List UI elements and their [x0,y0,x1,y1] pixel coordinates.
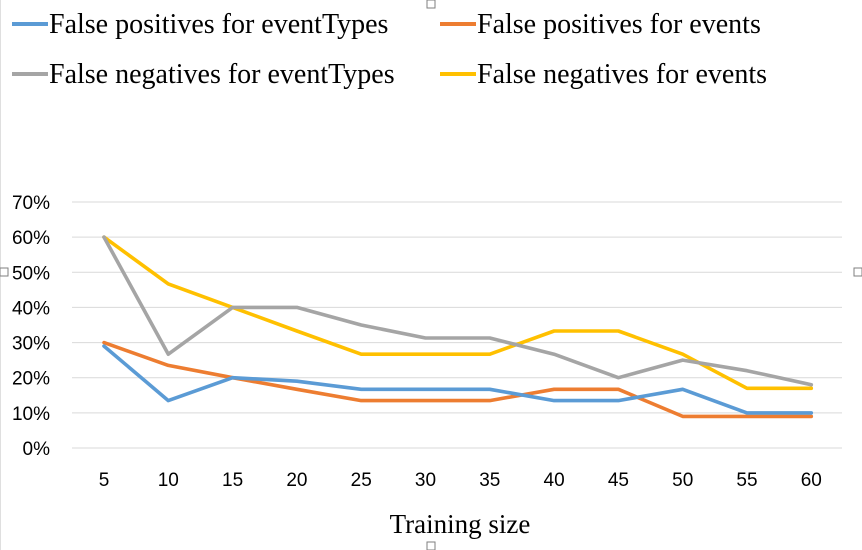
x-tick-label: 40 [544,470,565,491]
series-line [102,235,814,387]
x-tick-label: 5 [99,470,110,491]
y-tick-label: 30% [12,334,50,355]
legend-label: False positives for events [477,9,761,40]
x-tick-label: 25 [351,470,372,491]
y-tick-label: 10% [12,404,50,425]
resize-handle-icon[interactable] [853,267,862,277]
x-tick-label: 45 [608,470,629,491]
x-tick-label: 30 [415,470,436,491]
y-axis-ticks: 0% 10% 20% 30% 40% 50% 60% 70% [12,193,50,460]
data-series [102,235,814,419]
resize-handle-icon[interactable] [0,267,9,277]
series-line [102,235,814,391]
x-axis-title: Training size [390,509,531,539]
y-gridlines [72,201,842,449]
x-tick-label: 60 [801,470,822,491]
series-line [102,340,814,419]
y-tick-label: 70% [12,193,50,214]
resize-handle-icon[interactable] [426,0,436,9]
x-tick-label: 55 [736,470,757,491]
x-tick-label: 35 [479,470,500,491]
legend-label: False positives for eventTypes [49,9,388,40]
x-tick-label: 20 [286,470,307,491]
legend-item: False positives for events [440,9,761,40]
legend-label: False negatives for eventTypes [49,59,395,90]
legend-item: False positives for eventTypes [12,9,388,40]
x-tick-label: 15 [222,470,243,491]
y-tick-label: 50% [12,263,50,284]
y-tick-label: 0% [23,439,51,460]
x-tick-label: 10 [158,470,179,491]
x-axis-ticks: 5 10 15 20 25 30 35 40 45 50 55 60 [99,470,822,491]
legend-item: False negatives for eventTypes [12,59,395,90]
x-tick-label: 50 [672,470,693,491]
series-line [102,344,814,415]
legend-label: False negatives for events [477,59,767,90]
resize-handle-icon[interactable] [426,541,436,550]
y-tick-label: 60% [12,228,50,249]
legend-item: False negatives for events [440,59,767,90]
y-tick-label: 40% [12,298,50,319]
chart-legend: False positives for eventTypes False posi… [12,9,767,90]
y-tick-label: 20% [12,369,50,390]
